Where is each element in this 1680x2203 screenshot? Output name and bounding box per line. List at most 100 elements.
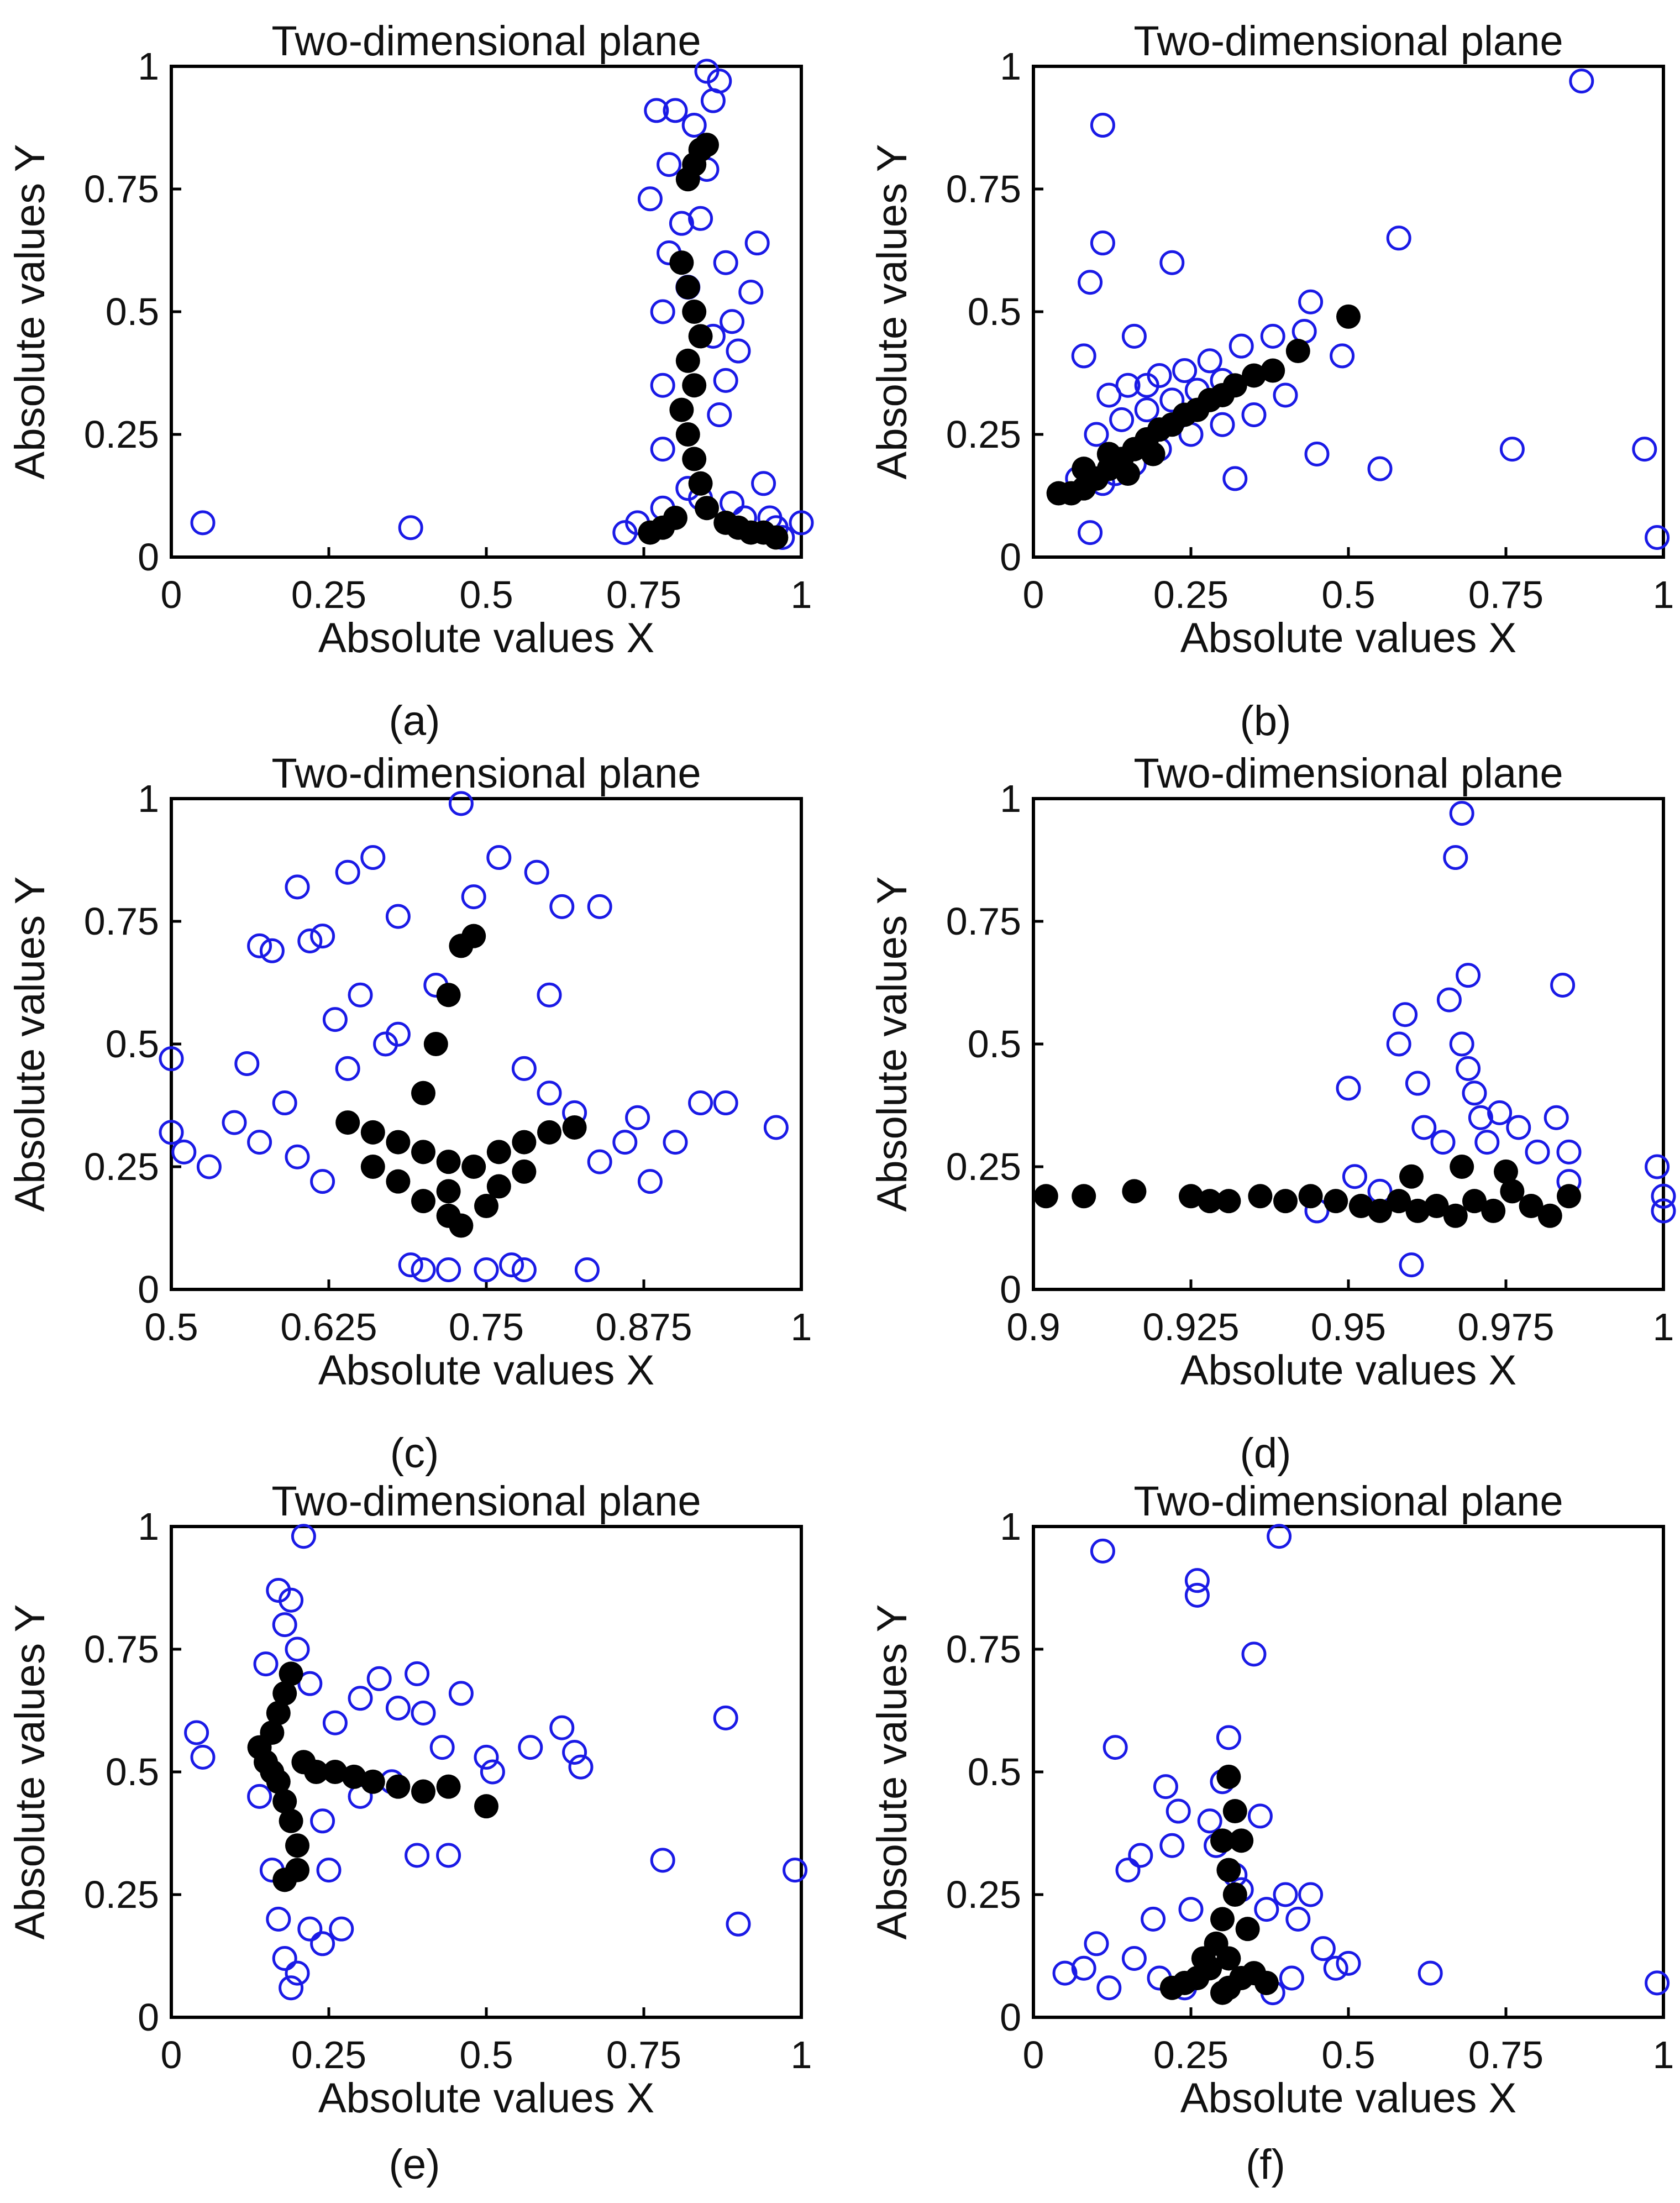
outlier-point [1222, 466, 1248, 491]
y-axis-label: Absolute values Y [869, 1604, 916, 1940]
outlier-point [1386, 1031, 1411, 1057]
outlier-point [1525, 1139, 1550, 1165]
outlier-point [1449, 1031, 1474, 1057]
core-point [1179, 1184, 1203, 1209]
outlier-point [1273, 382, 1298, 408]
core-point [1348, 1194, 1373, 1219]
core-point [1298, 1184, 1323, 1209]
outlier-point [650, 299, 675, 324]
outlier-point [297, 1671, 323, 1696]
x-axis-label: Absolute values X [318, 2075, 654, 2122]
core-point [436, 983, 461, 1008]
outlier-point [1279, 1965, 1304, 1991]
outlier-point [549, 894, 575, 919]
outlier-point [1487, 1100, 1513, 1125]
outlier-point [310, 1931, 335, 1957]
core-point [304, 1760, 329, 1784]
outlier-point [1172, 358, 1198, 384]
outlier-point [1386, 225, 1411, 251]
x-tick-label: 1 [1653, 2033, 1674, 2076]
y-tick-label: 0.75 [946, 1628, 1021, 1671]
outlier-point [587, 894, 612, 919]
axis-ticks: 0 0.25 0.5 0.75 1 0 0.25 0.5 0.75 1 [946, 45, 1674, 616]
outlier-point [291, 1524, 316, 1549]
core-point [764, 525, 789, 550]
scatter-points [184, 1524, 808, 2001]
y-tick-label: 0.5 [106, 1750, 159, 1793]
outlier-point [1147, 363, 1172, 388]
core-point [669, 250, 694, 275]
outlier-point [1159, 250, 1185, 275]
y-tick-label: 0.5 [106, 1022, 159, 1066]
core-point [1222, 1799, 1247, 1824]
outlier-point [335, 1056, 360, 1081]
outlier-point [285, 1960, 310, 1986]
y-tick-label: 1 [1000, 45, 1021, 88]
outlier-point [486, 845, 512, 870]
scatter-points [1046, 69, 1670, 550]
outlier-point [1506, 1115, 1531, 1140]
outlier-point [411, 1257, 436, 1282]
outlier-point [1499, 437, 1525, 462]
core-point [512, 1159, 537, 1184]
core-point [537, 1120, 561, 1145]
outlier-point [1115, 1858, 1141, 1883]
outlier-point [524, 859, 549, 885]
outlier-point [1216, 1725, 1241, 1750]
outlier-point [1267, 1524, 1292, 1549]
outlier-point [499, 1252, 524, 1278]
y-axis-label: Absolute values Y [7, 144, 54, 480]
scatter-points [190, 59, 814, 550]
outlier-point [1166, 1798, 1191, 1824]
outlier-point [247, 1130, 272, 1155]
y-tick-label: 0.75 [84, 900, 159, 943]
outlier-point [1468, 1105, 1493, 1130]
outlier-point [285, 1144, 310, 1169]
outlier-point [1330, 343, 1355, 369]
outlier-point [1247, 1803, 1273, 1829]
y-tick-label: 0 [1000, 536, 1021, 579]
core-point [461, 1155, 486, 1179]
y-tick-label: 1 [1000, 1505, 1021, 1548]
core-point [1261, 358, 1285, 383]
core-point [323, 1760, 348, 1784]
core-point [1235, 1917, 1260, 1942]
outlier-point [1090, 113, 1115, 138]
y-tick-label: 0 [138, 1268, 159, 1311]
core-point [682, 300, 707, 324]
outlier-point [285, 874, 310, 900]
axis-ticks: 0.9 0.925 0.95 0.975 1 0 0.25 0.5 0.75 1 [946, 777, 1674, 1349]
core-point [1216, 1189, 1241, 1214]
outlier-point [1310, 1936, 1336, 1961]
outlier-point [1336, 1076, 1361, 1101]
core-point [675, 422, 700, 447]
core-point [1216, 1975, 1241, 2000]
core-point [411, 1189, 435, 1214]
core-point [260, 1720, 285, 1745]
outlier-point [1285, 1906, 1311, 1932]
outlier-point [518, 1735, 543, 1760]
outlier-point [1323, 1955, 1348, 1981]
outlier-point [247, 933, 272, 958]
outlier-point [1342, 1164, 1367, 1189]
axis-ticks: 0 0.25 0.5 0.75 1 0 0.25 0.5 0.75 1 [946, 1505, 1674, 2076]
x-tick-label: 0 [1023, 2033, 1044, 2076]
outlier-point [1651, 1183, 1676, 1209]
outlier-point [763, 1115, 789, 1140]
outlier-point [663, 1130, 688, 1155]
x-tick-label: 0.975 [1457, 1305, 1554, 1349]
outlier-point [1430, 1130, 1456, 1155]
outlier-point [1084, 1931, 1109, 1957]
core-point [1387, 1189, 1411, 1214]
x-tick-label: 0.25 [291, 2033, 366, 2076]
outlier-point [1153, 1774, 1178, 1800]
outlier-point [713, 250, 738, 275]
outlier-point [744, 230, 770, 256]
outlier-point [1449, 801, 1474, 826]
outlier-point [713, 1090, 738, 1116]
outlier-point [310, 924, 335, 949]
y-tick-label: 0.5 [968, 290, 1021, 333]
core-point [266, 1701, 291, 1725]
outlier-point [1078, 270, 1103, 295]
core-point [386, 1169, 411, 1194]
